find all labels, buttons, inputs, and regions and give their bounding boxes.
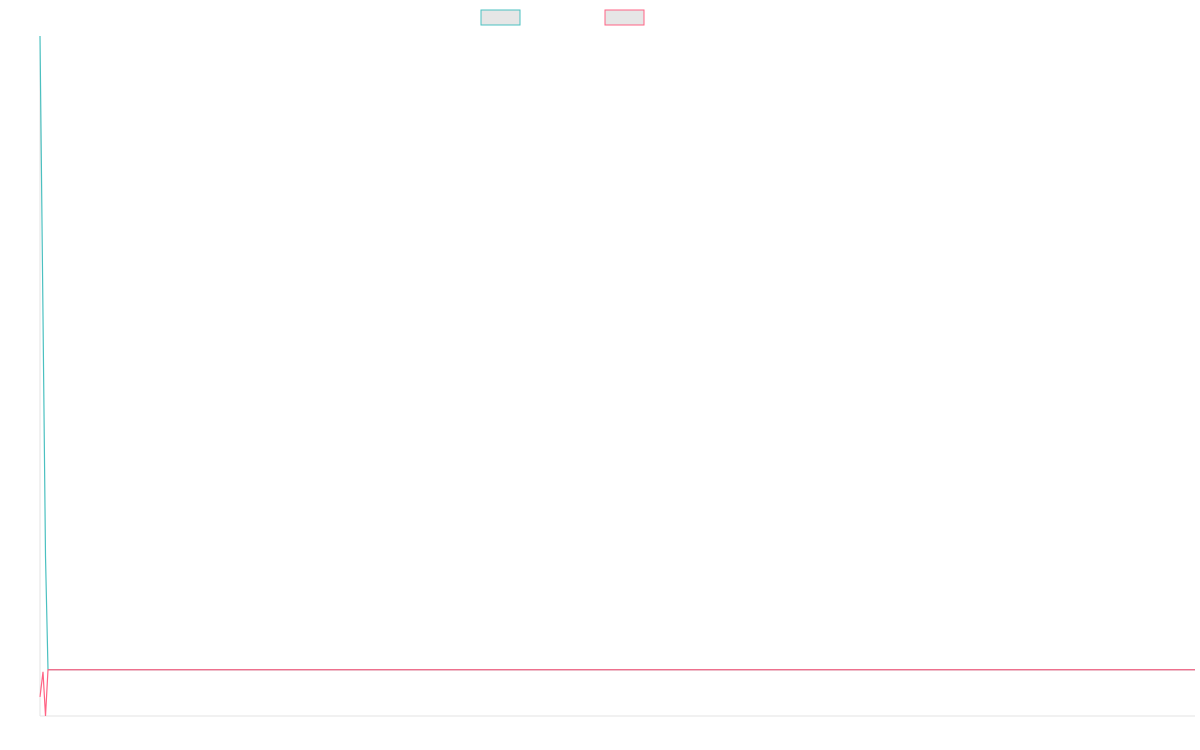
legend-swatch[interactable] bbox=[604, 9, 645, 26]
series-line bbox=[39, 35, 1195, 671]
legend-swatch[interactable] bbox=[480, 9, 521, 26]
series-line bbox=[39, 669, 1195, 717]
